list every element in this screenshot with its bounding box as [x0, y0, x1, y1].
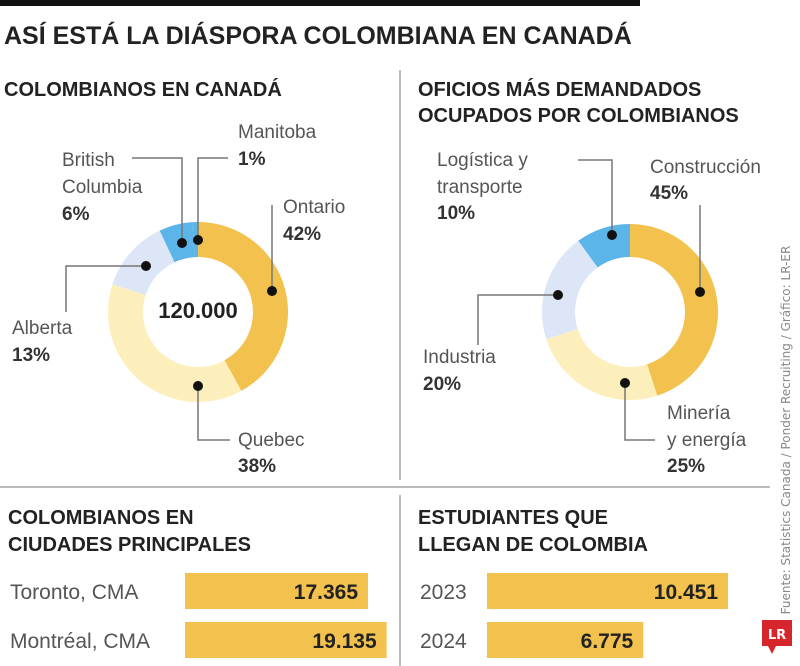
donut2-title-1: OFICIOS MÁS DEMANDADOS [418, 78, 701, 101]
bar [185, 622, 387, 658]
label-logistica-2: transporte [437, 177, 523, 198]
leader-bc [132, 157, 183, 243]
pct-alberta: 13% [12, 345, 50, 366]
bar-category-label: Toronto, CMA [10, 581, 138, 604]
leader-mineria [624, 383, 655, 441]
bars1-title-1: COLOMBIANOS EN [8, 507, 194, 529]
dot-ontario [267, 286, 277, 296]
pct-bc: 6% [62, 204, 90, 225]
lr-logo-text: LR [768, 628, 786, 643]
dot-alberta [141, 261, 151, 271]
dot-industria [553, 290, 563, 300]
pct-logistica: 10% [437, 203, 475, 224]
label-alberta: Alberta [12, 318, 73, 339]
pct-quebec: 38% [238, 456, 276, 477]
donut-slice-miner-a-y-energ-a [546, 328, 658, 401]
bar [185, 573, 368, 609]
dot-construccion [695, 287, 705, 297]
leader-quebec [197, 386, 230, 441]
bars-students: 2023 10.451 2024 6.775 [420, 573, 728, 658]
pct-construccion: 45% [650, 183, 688, 204]
label-bc-2: Columbia [62, 177, 143, 198]
dot-logistica [607, 230, 617, 240]
pct-manitoba: 1% [238, 149, 266, 170]
donut2-title-2: OCUPADOS POR COLOMBIANOS [418, 105, 739, 127]
donut-slice-construcci-n [630, 224, 718, 396]
dot-bc [177, 238, 187, 248]
bar-value-label: 17.365 [294, 581, 359, 604]
donut1-title: COLOMBIANOS EN CANADÁ [4, 78, 282, 101]
label-mineria-1: Minería [667, 403, 731, 424]
bar-category-label: Montréal, CMA [10, 630, 150, 653]
bar-category-label: 2024 [420, 630, 467, 653]
donut-slice-ontario [198, 222, 289, 391]
donut-slice-log-stica-y-transporte [578, 224, 630, 268]
bar-value-label: 19.135 [312, 630, 377, 653]
pct-industria: 20% [423, 374, 461, 395]
top-rule [0, 0, 640, 6]
bar-value-label: 6.775 [581, 630, 634, 653]
bars1-title-2: CIUDADES PRINCIPALES [8, 534, 251, 556]
leader-manitoba [197, 157, 228, 240]
bars2-title-1: ESTUDIANTES QUE [418, 507, 608, 529]
bar [487, 573, 728, 609]
donut-slice-quebec [108, 284, 242, 403]
label-logistica-1: Logística y [437, 150, 528, 171]
donut1-center-label: 120.000 [158, 298, 238, 323]
dot-manitoba [193, 235, 203, 245]
dot-quebec [193, 381, 203, 391]
bar-value-label: 10.451 [654, 581, 719, 604]
label-construccion: Construcción [650, 157, 761, 178]
leader-logistica [578, 159, 613, 235]
pct-mineria: 25% [667, 456, 705, 477]
main-title: ASÍ ESTÁ LA DIÁSPORA COLOMBIANA EN CANAD… [4, 21, 632, 50]
label-ontario: Ontario [283, 197, 345, 218]
pct-ontario: 42% [283, 224, 321, 245]
dot-mineria [620, 378, 630, 388]
source-note: Fuente: Statistics Canada / Ponder Recru… [779, 246, 793, 615]
leader-alberta [65, 265, 146, 312]
bars2-title-2: LLEGAN DE COLOMBIA [418, 534, 648, 556]
label-manitoba: Manitoba [238, 122, 317, 143]
bar-category-label: 2023 [420, 581, 467, 604]
donut-slice-industria [542, 240, 598, 340]
label-bc-1: British [62, 150, 115, 171]
bar [487, 622, 644, 658]
donut-occupations [542, 224, 718, 401]
leader-industria [477, 294, 558, 345]
label-quebec: Quebec [238, 430, 305, 451]
label-industria: Industria [423, 347, 496, 368]
bars-cities: Toronto, CMA 17.365 Montréal, CMA 19.135 [10, 573, 387, 658]
lr-logo: LR [762, 620, 792, 654]
label-mineria-2: y energía [667, 430, 747, 451]
